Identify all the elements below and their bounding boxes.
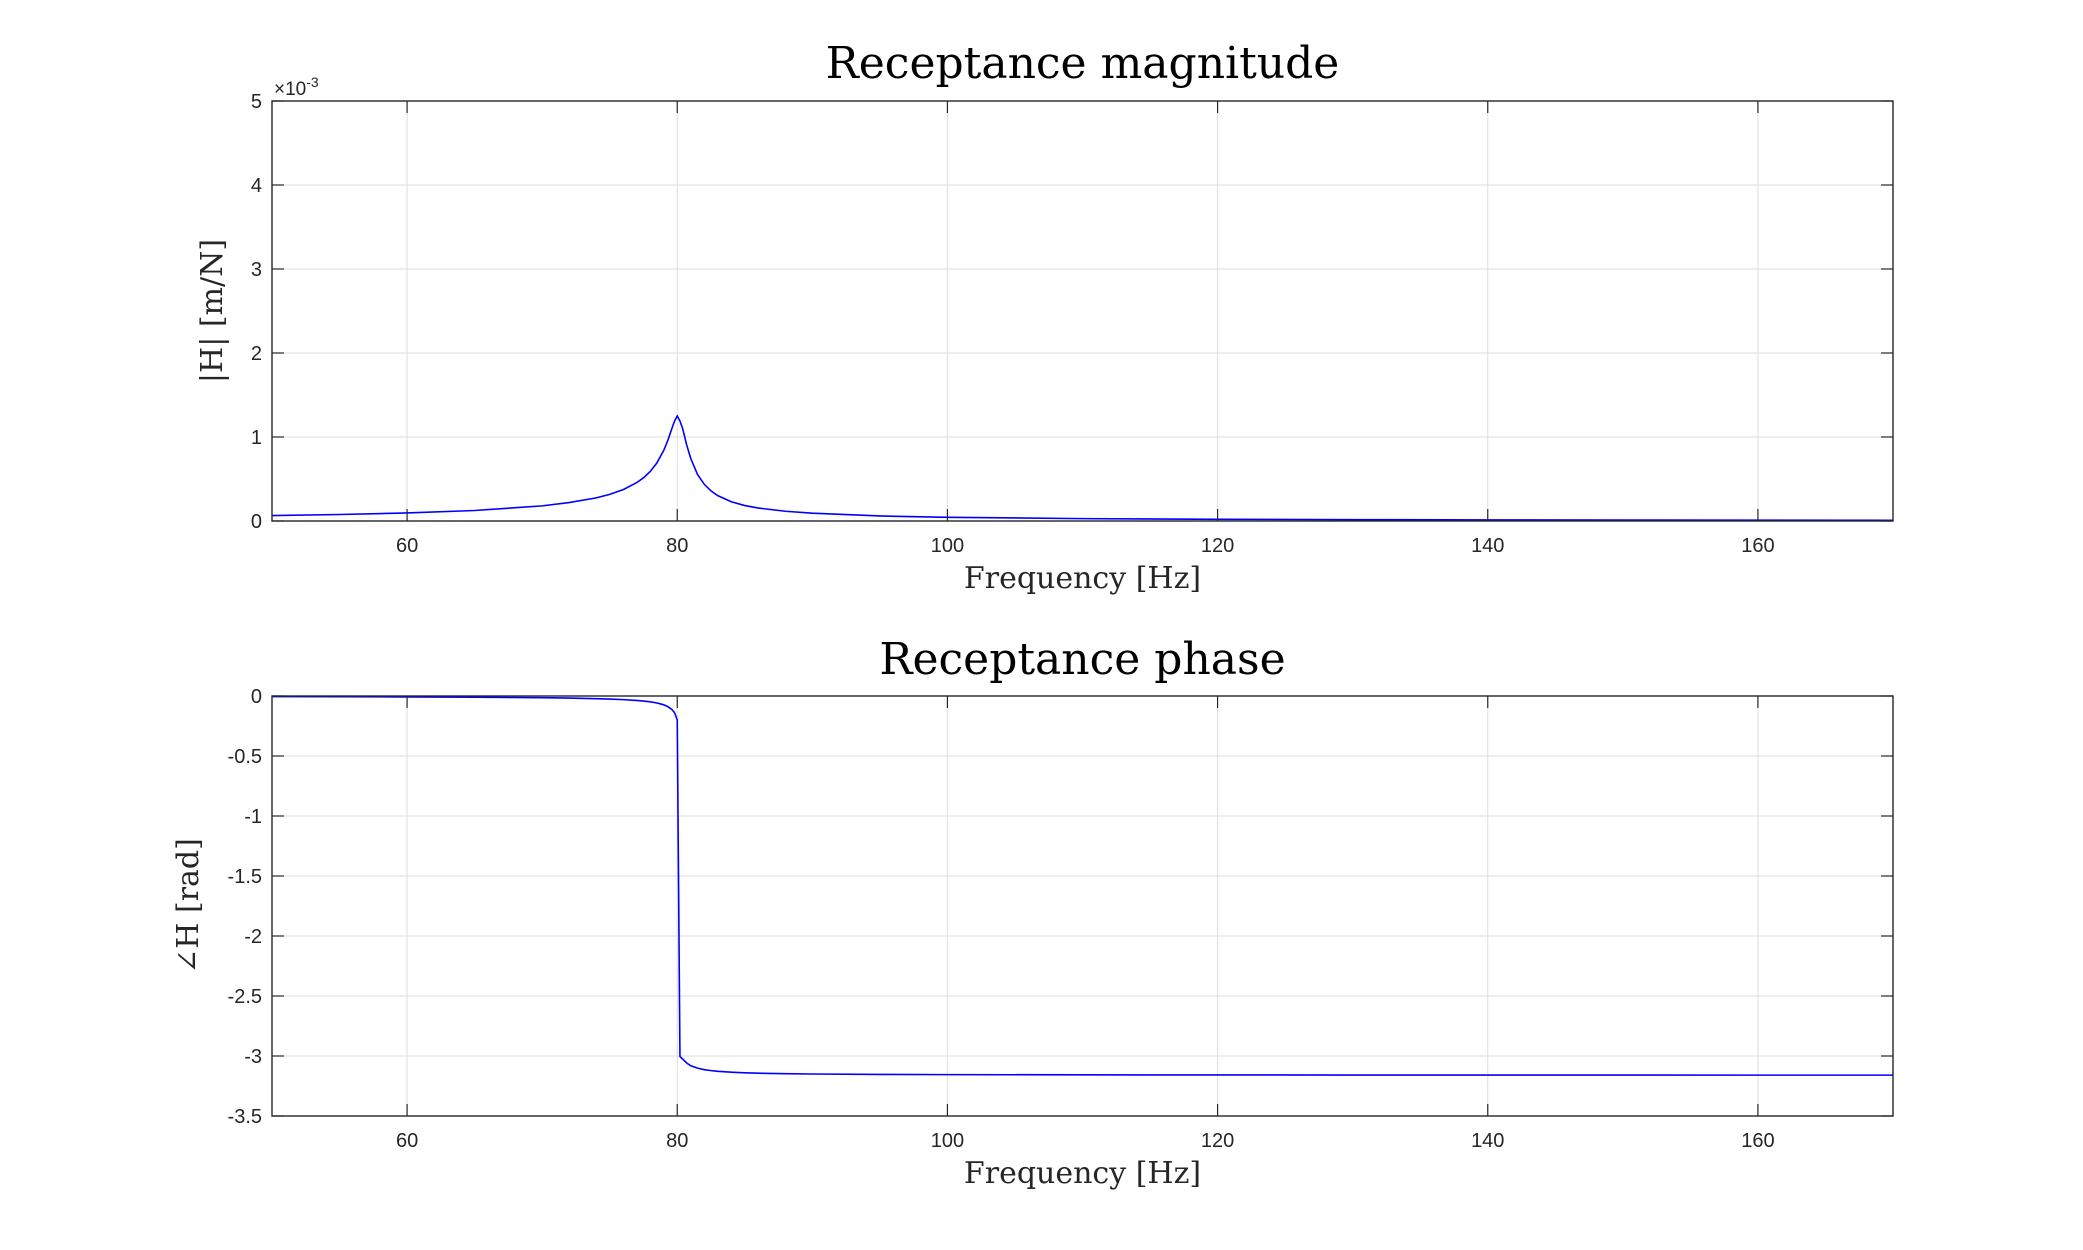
x-tick-label: 60 <box>396 1130 418 1152</box>
y-tick-label: -1.5 <box>228 866 262 888</box>
phase-series-line <box>271 695 1894 1076</box>
x-tick-label: 160 <box>1741 1130 1774 1152</box>
y-tick-label: 0 <box>251 686 262 708</box>
phase-y-axis-label: ∠H [rad] <box>171 838 206 974</box>
y-tick-label: 0 <box>251 511 262 533</box>
exponent-power: -3 <box>306 74 319 90</box>
y-tick-label: 4 <box>251 175 262 197</box>
y-tick-label: -1 <box>244 806 262 828</box>
magnitude-grid <box>272 100 1893 522</box>
magnitude-y-axis-label: |H| [m/N] <box>195 239 230 383</box>
y-tick-label: -3 <box>244 1046 262 1068</box>
magnitude-chart: 60 80 100 120 140 160 0 1 2 3 4 5 Receptance magnit… <box>195 38 1894 596</box>
x-tick-label: 160 <box>1741 535 1774 557</box>
x-tick-label: 80 <box>666 535 688 557</box>
y-tick-label: -2.5 <box>228 986 262 1008</box>
magnitude-ticks: 60 80 100 120 140 160 0 1 2 3 4 5 <box>251 91 1893 557</box>
x-tick-label: 140 <box>1471 535 1504 557</box>
magnitude-axes-frame <box>271 100 1894 522</box>
y-tick-label: 2 <box>251 343 262 365</box>
phase-ticks: 60 80 100 120 140 160 0 -0.5 -1 -1.5 -2 -2.5 -3 -3.5 <box>228 686 1893 1152</box>
y-tick-label: -0.5 <box>228 746 262 768</box>
magnitude-title: Receptance magnitude <box>826 38 1340 89</box>
y-tick-label: 3 <box>251 259 262 281</box>
magnitude-series-line <box>271 414 1894 522</box>
x-tick-label: 80 <box>666 1130 688 1152</box>
exponent-base: ×10 <box>274 79 306 100</box>
x-tick-label: 120 <box>1201 1130 1234 1152</box>
x-tick-label: 100 <box>931 535 964 557</box>
x-tick-label: 120 <box>1201 535 1234 557</box>
phase-grid <box>272 695 1893 1117</box>
y-tick-label: -3.5 <box>228 1106 262 1128</box>
x-tick-label: 60 <box>396 535 418 557</box>
phase-x-axis-label: Frequency [Hz] <box>964 1156 1201 1191</box>
phase-title: Receptance phase <box>879 634 1285 685</box>
phase-axes-frame <box>271 695 1894 1117</box>
magnitude-y-exponent: ×10-3 <box>274 74 319 100</box>
y-tick-label: 1 <box>251 427 262 449</box>
magnitude-x-axis-label: Frequency [Hz] <box>964 561 1201 596</box>
x-tick-label: 100 <box>931 1130 964 1152</box>
phase-chart: 60 80 100 120 140 1600-0.5-1-1.5-2-2.5-3-3.5 … <box>171 634 1894 1191</box>
x-tick-label: 140 <box>1471 1130 1504 1152</box>
y-tick-label: -2 <box>244 926 262 948</box>
y-tick-label: 5 <box>251 91 262 113</box>
